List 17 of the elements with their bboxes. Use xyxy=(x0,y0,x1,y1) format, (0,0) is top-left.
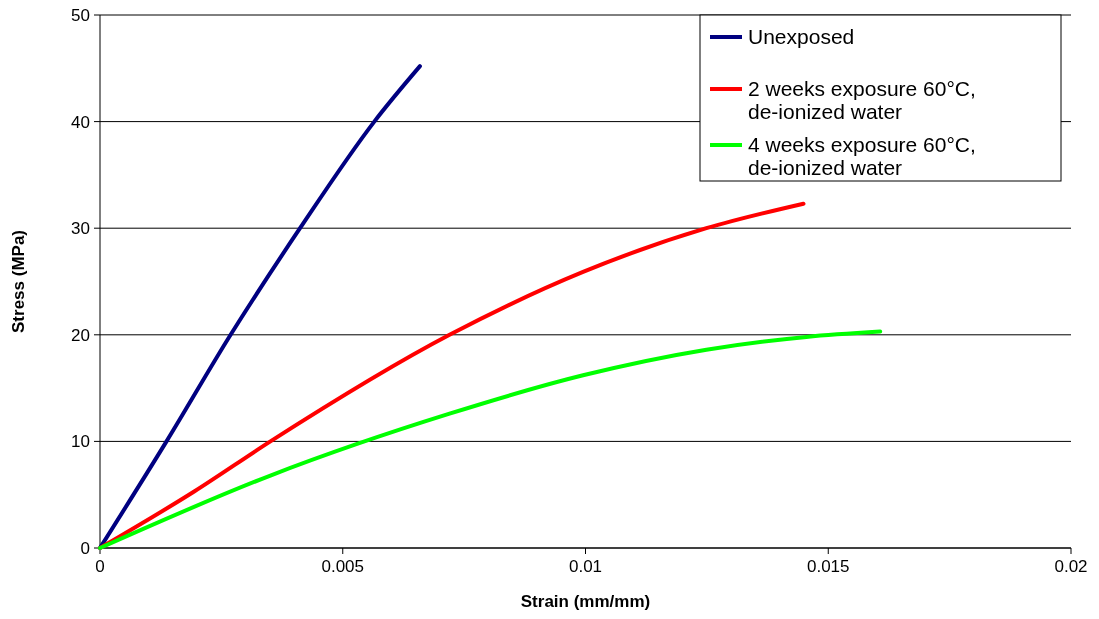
legend-label: 2 weeks exposure 60°C, de-ionized water xyxy=(748,77,976,124)
x-axis-title: Strain (mm/mm) xyxy=(520,592,651,611)
x-tick-label: 0 xyxy=(95,557,105,576)
x-tick-label: 0.015 xyxy=(806,557,850,576)
legend-label: 4 weeks exposure 60°C, de-ionized water xyxy=(748,133,976,180)
x-tick-label: 0.01 xyxy=(568,557,603,576)
x-tick-label: 0.02 xyxy=(1054,557,1088,576)
legend-label: Unexposed xyxy=(748,25,855,49)
y-tick-label: 0 xyxy=(80,538,90,558)
y-tick-label: 50 xyxy=(71,5,90,25)
y-tick-label: 30 xyxy=(71,219,90,239)
y-axis-title: Stress (MPa) xyxy=(9,230,28,333)
line-series xyxy=(98,329,883,550)
y-tick-label: 20 xyxy=(71,325,90,345)
y-tick-label: 10 xyxy=(71,432,90,452)
y-tick-label: 40 xyxy=(71,112,90,132)
x-tick-label: 0.005 xyxy=(321,557,365,576)
